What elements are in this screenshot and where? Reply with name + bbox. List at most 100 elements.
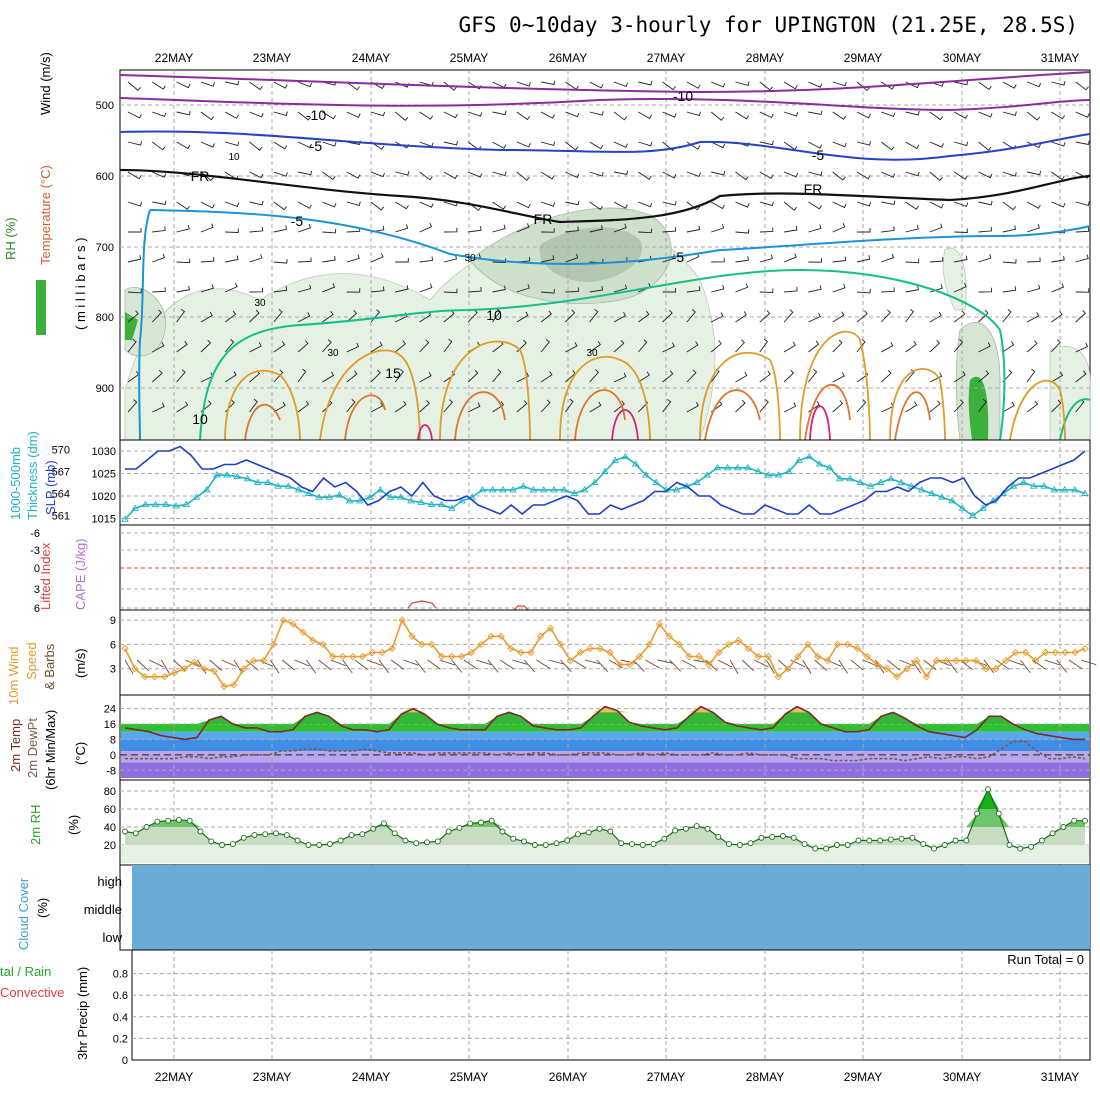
thickness-line-point — [335, 491, 344, 498]
wind-speed-line-point — [428, 640, 436, 649]
wind-barb — [297, 400, 310, 413]
wind-barb — [128, 228, 142, 233]
wind-barb — [735, 229, 750, 234]
wind-speed-line-point — [606, 648, 614, 657]
date-label-top: 25MAY — [450, 51, 488, 65]
wind-barb — [1026, 284, 1041, 293]
wind-barb — [273, 369, 284, 383]
wind-speed-line-point — [784, 665, 792, 673]
contour-label: -5 — [291, 213, 304, 229]
rh-point — [510, 835, 517, 842]
thickness-line-point — [162, 500, 170, 508]
wind-barb — [880, 369, 892, 383]
wind-barb — [322, 339, 332, 353]
date-label-bottom: 31MAY — [1041, 1070, 1079, 1084]
wind-barb — [1075, 201, 1090, 206]
thickness-line-point — [233, 472, 242, 480]
wind-speed-line-point — [230, 681, 238, 689]
wind-grid — [120, 610, 1090, 695]
wind-barb — [540, 399, 551, 413]
rh-point — [780, 833, 786, 839]
thickness-tick-label: 567 — [52, 466, 70, 478]
contour-label: FR — [804, 181, 823, 197]
wind-barb — [468, 253, 481, 263]
wind-barb — [322, 171, 336, 181]
temp-tick-label: 16 — [104, 719, 116, 731]
wind-speed-line-point — [517, 648, 525, 657]
wind-barb — [783, 171, 799, 178]
temp-tick-label: -8 — [106, 765, 116, 777]
wind-speed-line-point — [348, 652, 357, 661]
wind-barb — [711, 141, 726, 149]
wind-barb — [856, 338, 866, 353]
rh-right-edge — [1049, 345, 1091, 441]
wind-barb-10m — [765, 659, 775, 674]
wind-barb — [808, 171, 823, 176]
wind-barb — [152, 402, 165, 413]
wind-barb — [589, 111, 604, 116]
wind-barb-10m — [959, 659, 973, 670]
wind-barb — [589, 285, 604, 293]
rh-point — [305, 842, 312, 848]
thickness-line-point — [182, 500, 191, 508]
wind-barb — [395, 340, 407, 353]
wind-barb — [686, 401, 699, 413]
wind-barb — [954, 201, 969, 207]
wind-speed-line-point — [507, 644, 515, 653]
thickness-line-point — [815, 460, 824, 467]
wind-barb — [540, 371, 553, 383]
wind-speed-line-point — [655, 620, 664, 628]
wind-barb — [711, 224, 725, 233]
rh-ticks: 80 60 40 20 — [104, 786, 116, 852]
wind-speed-line-point — [289, 620, 297, 628]
wind-barb — [127, 255, 142, 263]
thickness-line-point — [141, 500, 150, 508]
wind-barb — [613, 141, 628, 148]
wind-barb-10m — [1068, 659, 1083, 670]
rh-70-region — [539, 227, 642, 282]
contour-label: 30 — [327, 348, 339, 359]
rh-point — [542, 842, 549, 848]
thickness-line-point — [550, 486, 558, 493]
wind-barb — [152, 111, 167, 117]
rh-point — [478, 819, 484, 826]
thickness-line-point — [509, 486, 517, 493]
rh-point — [316, 842, 323, 848]
wind-barb — [589, 225, 603, 233]
wind-barb — [297, 81, 313, 88]
rh-point — [229, 841, 236, 848]
wind-barb — [224, 310, 237, 323]
wind-barb — [346, 111, 361, 118]
wind-barb — [638, 141, 653, 147]
wind-barb-10m — [342, 659, 353, 674]
wind-barb — [613, 81, 629, 87]
chart-title: GFS 0~10day 3-hourly for UPINGTON (21.25… — [458, 13, 1078, 37]
wind-barb-10m — [572, 659, 587, 669]
wind-barb — [395, 201, 409, 210]
wind-barb — [953, 371, 966, 383]
wind-barb — [492, 141, 507, 149]
wind-speed-line-point — [685, 652, 693, 661]
wind-barb — [662, 342, 675, 353]
wind-label-2: Speed — [24, 642, 39, 680]
date-label-bottom: 28MAY — [746, 1070, 784, 1084]
wind-barb — [225, 255, 239, 263]
rh-point — [693, 823, 700, 830]
wind-speed-line-point — [537, 632, 545, 640]
wind-barb — [443, 111, 458, 119]
wind-speed-line-point — [774, 673, 782, 681]
contour-minus10 — [119, 97, 1091, 112]
contour-label: -5 — [310, 138, 323, 154]
rh-point — [445, 828, 452, 835]
wind-barb — [516, 223, 530, 233]
wind-barb-10m — [911, 659, 922, 674]
rh-point — [1028, 843, 1035, 850]
thickness-line-point — [315, 493, 323, 500]
wind-barb — [176, 285, 190, 293]
wind-barb — [1075, 342, 1089, 353]
wind-speed-line-point — [556, 640, 565, 649]
wind-barb — [127, 141, 143, 146]
wind-barb — [686, 81, 701, 89]
wind-speed-line-point — [833, 640, 842, 649]
rh-point — [553, 840, 560, 847]
